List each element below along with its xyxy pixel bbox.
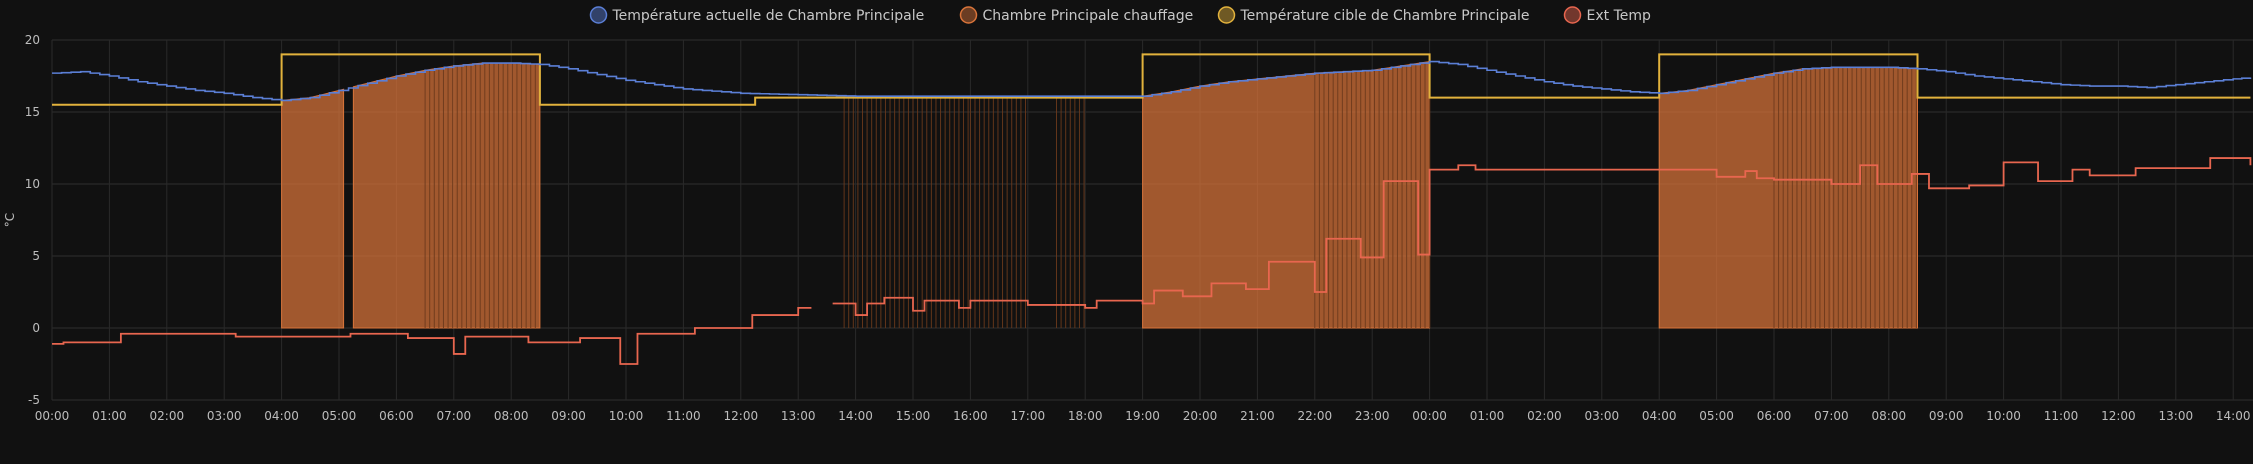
x-tick-label: 14:00	[838, 409, 873, 423]
x-tick-label: 00:00	[35, 409, 70, 423]
y-tick-label: 15	[25, 105, 40, 119]
x-tick-label: 14:00	[2216, 409, 2251, 423]
x-tick-label: 16:00	[953, 409, 988, 423]
x-tick-label: 07:00	[1814, 409, 1849, 423]
legend-label: Température cible de Chambre Principale	[1240, 8, 1530, 24]
x-tick-label: 08:00	[1872, 409, 1907, 423]
legend-item[interactable]: Chambre Principale chauffage	[959, 6, 1194, 24]
chart-legend: Température actuelle de Chambre Principa…	[589, 6, 1651, 24]
x-tick-label: 15:00	[896, 409, 931, 423]
x-tick-label: 19:00	[1125, 409, 1160, 423]
legend-item[interactable]: Ext Temp	[1563, 6, 1651, 24]
current-temperature-line	[52, 60, 2252, 102]
heating-on-area	[1658, 66, 1918, 329]
y-tick-label: -5	[28, 393, 40, 407]
x-tick-label: 12:00	[724, 409, 759, 423]
x-tick-label: 09:00	[551, 409, 586, 423]
legend-swatch-icon	[1563, 6, 1582, 24]
y-axis-ticks: 20 15 10 5 0 -5	[25, 33, 40, 407]
x-tick-label: 02:00	[1527, 409, 1562, 423]
x-tick-label: 01:00	[92, 409, 127, 423]
x-tick-label: 18:00	[1068, 409, 1103, 423]
x-tick-label: 10:00	[1986, 409, 2021, 423]
ext-temp-line	[52, 157, 2252, 365]
legend-item[interactable]: Température actuelle de Chambre Principa…	[589, 6, 925, 24]
x-tick-label: 12:00	[2101, 409, 2136, 423]
legend-label: Chambre Principale chauffage	[983, 8, 1194, 24]
y-tick-label: 20	[25, 33, 40, 47]
x-axis-ticks: 00:00 01:00 02:00 03:00 04:00 05:00 06:00 07:00…	[35, 409, 2251, 423]
legend-swatch-icon	[589, 6, 608, 24]
x-tick-label: 20:00	[1183, 409, 1218, 423]
y-tick-label: 0	[32, 321, 40, 335]
x-tick-label: 05:00	[322, 409, 357, 423]
x-tick-label: 03:00	[207, 409, 242, 423]
x-tick-label: 11:00	[2044, 409, 2079, 423]
y-tick-label: 10	[25, 177, 40, 191]
x-tick-label: 05:00	[1699, 409, 1734, 423]
x-tick-label: 04:00	[1642, 409, 1677, 423]
legend-label: Température actuelle de Chambre Principa…	[612, 8, 925, 24]
x-tick-label: 21:00	[1240, 409, 1275, 423]
target-temperature-line	[52, 53, 2251, 106]
x-tick-label: 22:00	[1298, 409, 1333, 423]
x-tick-label: 09:00	[1929, 409, 1964, 423]
series-lines-layer	[52, 53, 2252, 365]
legend-label: Ext Temp	[1587, 8, 1651, 24]
x-tick-label: 06:00	[379, 409, 414, 423]
legend-item[interactable]: Température cible de Chambre Principale	[1217, 6, 1530, 24]
x-tick-label: 07:00	[437, 409, 472, 423]
x-tick-label: 17:00	[1011, 409, 1046, 423]
x-tick-label: 02:00	[150, 409, 185, 423]
legend-swatch-icon	[1217, 6, 1236, 24]
x-tick-label: 13:00	[781, 409, 816, 423]
x-tick-label: 06:00	[1757, 409, 1792, 423]
x-tick-label: 11:00	[666, 409, 701, 423]
y-axis-label: °C	[3, 213, 17, 227]
heating-on-area	[1142, 61, 1431, 329]
x-tick-label: 13:00	[2159, 409, 2194, 423]
heating-on-area	[281, 88, 345, 329]
x-tick-label: 08:00	[494, 409, 529, 423]
x-tick-label: 03:00	[1585, 409, 1620, 423]
y-tick-label: 5	[32, 249, 40, 263]
x-tick-label: 04:00	[264, 409, 299, 423]
x-tick-label: 23:00	[1355, 409, 1390, 423]
legend-swatch-icon	[959, 6, 978, 24]
heating-area-layer	[281, 61, 1918, 329]
x-tick-label: 01:00	[1470, 409, 1505, 423]
x-tick-label: 10:00	[609, 409, 644, 423]
x-tick-label: 00:00	[1412, 409, 1447, 423]
